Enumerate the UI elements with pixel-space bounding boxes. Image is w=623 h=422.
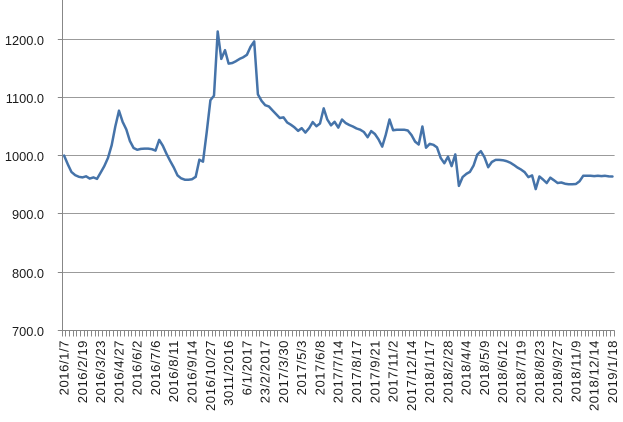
- svg-text:6/1/2017: 6/1/2017: [239, 340, 254, 395]
- svg-text:2016/6/2: 2016/6/2: [130, 340, 145, 395]
- svg-text:2017/8/17: 2017/8/17: [349, 340, 364, 403]
- svg-text:2016/3/23: 2016/3/23: [93, 340, 108, 403]
- svg-text:1100.0: 1100.0: [6, 91, 44, 106]
- svg-text:1000.0: 1000.0: [5, 149, 44, 164]
- svg-text:2018/12/14: 2018/12/14: [587, 340, 602, 411]
- svg-text:2018/11/9: 2018/11/9: [568, 340, 583, 402]
- svg-text:2017/9/21: 2017/9/21: [367, 340, 382, 403]
- svg-text:2018/5/9: 2018/5/9: [477, 340, 492, 395]
- svg-text:2018/9/27: 2018/9/27: [550, 340, 565, 403]
- svg-text:1200.0: 1200.0: [5, 33, 44, 48]
- svg-text:2017/7/14: 2017/7/14: [331, 340, 346, 403]
- svg-text:2017/6/8: 2017/6/8: [312, 340, 327, 395]
- svg-text:2018/2/28: 2018/2/28: [440, 340, 455, 403]
- svg-text:2016/7/6: 2016/7/6: [148, 340, 163, 395]
- svg-text:2016/1/7: 2016/1/7: [57, 340, 72, 395]
- svg-text:800.0: 800.0: [12, 266, 44, 281]
- svg-text:2019/1/18: 2019/1/18: [605, 340, 620, 403]
- svg-text:2016/10/27: 2016/10/27: [203, 340, 218, 411]
- svg-text:2016/8/11: 2016/8/11: [166, 340, 181, 402]
- svg-text:2017/11/2: 2017/11/2: [386, 340, 401, 402]
- svg-text:2017/12/14: 2017/12/14: [404, 340, 419, 411]
- svg-text:2016/2/19: 2016/2/19: [75, 340, 90, 403]
- svg-text:2017/3/30: 2017/3/30: [276, 340, 291, 403]
- svg-text:2017/5/3: 2017/5/3: [294, 340, 309, 395]
- svg-text:2018/6/12: 2018/6/12: [495, 340, 510, 403]
- svg-text:900.0: 900.0: [12, 207, 44, 222]
- svg-text:700.0: 700.0: [12, 324, 44, 339]
- svg-text:23/2/2017: 23/2/2017: [258, 340, 273, 403]
- svg-text:2016/9/14: 2016/9/14: [185, 340, 200, 403]
- svg-text:2018/1/17: 2018/1/17: [422, 340, 437, 403]
- svg-text:3011/2016: 3011/2016: [221, 340, 236, 406]
- svg-text:2016/4/27: 2016/4/27: [111, 340, 126, 403]
- svg-text:2018/8/23: 2018/8/23: [532, 340, 547, 403]
- svg-text:2018/7/19: 2018/7/19: [514, 340, 529, 403]
- svg-text:2018/4/4: 2018/4/4: [459, 340, 474, 395]
